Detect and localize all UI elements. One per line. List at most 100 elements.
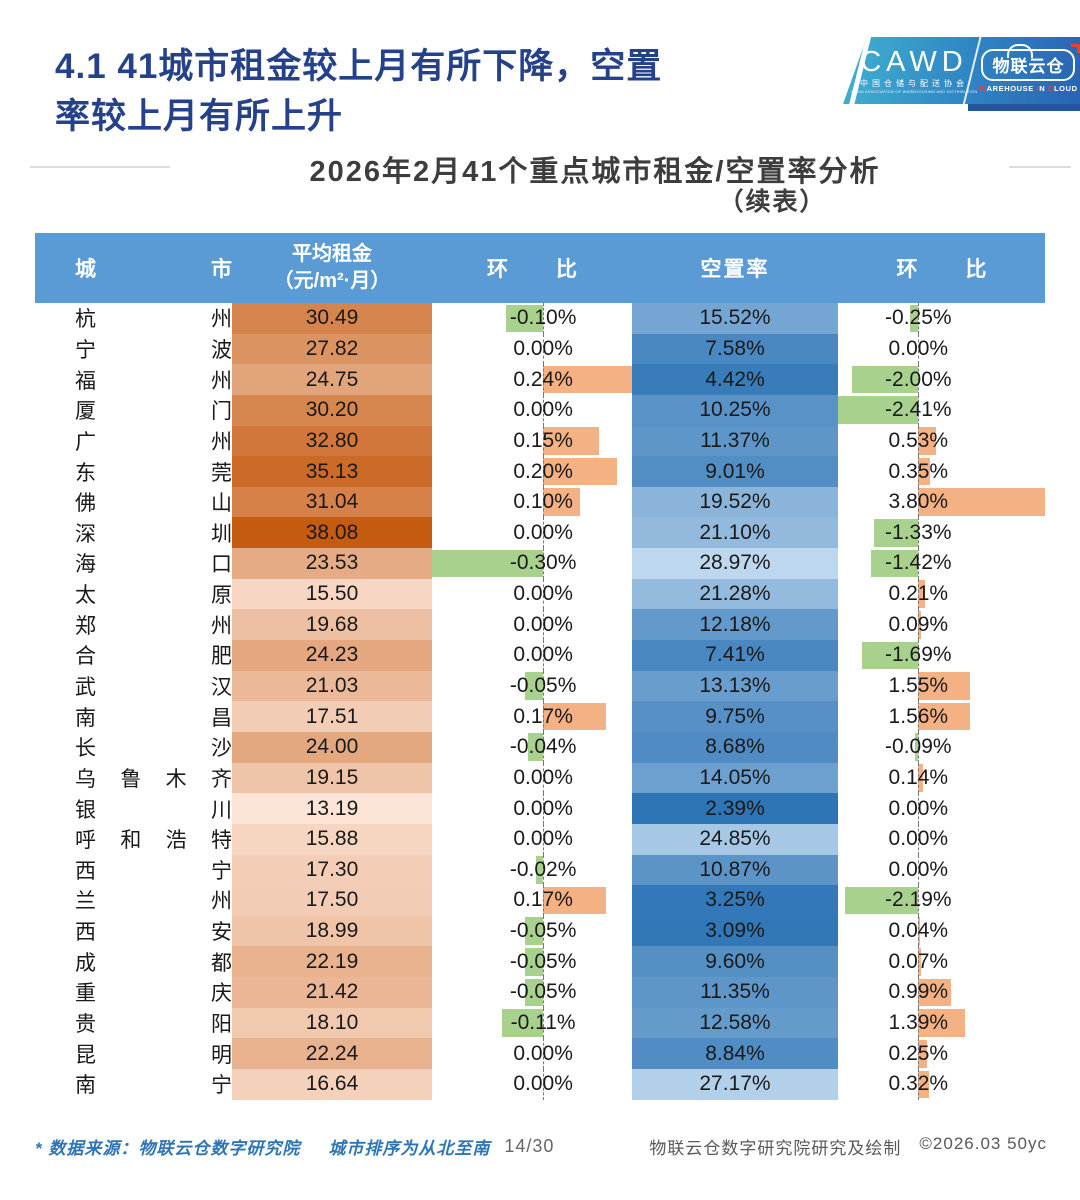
vacancy-cell: 14.05% — [632, 762, 838, 794]
city-cell: 武汉 — [75, 676, 232, 699]
table-row: 西宁 17.30 -0.02% 10.87% 0.00% — [35, 854, 1045, 886]
vacancy-cell: 4.42% — [632, 364, 838, 395]
rent-cell: 17.30 — [232, 854, 432, 886]
vacancy-mom-cell-value: 0.07% — [888, 949, 949, 973]
mom-bar — [918, 1039, 927, 1068]
rent-cell: 32.80 — [232, 425, 432, 457]
rent-mom-cell: -0.11% — [432, 1007, 632, 1039]
table-row: 长沙 24.00 -0.04% 8.68% -0.09% — [35, 731, 1045, 763]
rent-mom-cell-value: -0.05% — [509, 919, 577, 943]
vacancy-mom-cell: -0.09% — [838, 731, 1045, 763]
zero-axis-line — [543, 977, 545, 1008]
page-number: 14/30 — [504, 1136, 555, 1156]
table-row: 佛山 31.04 0.10% 19.52% 3.80% — [35, 486, 1045, 518]
rent-mom-cell: 0.00% — [432, 517, 632, 549]
vacancy-mom-cell-value: -0.09% — [885, 735, 952, 759]
rent-mom-cell: 0.00% — [432, 793, 632, 824]
mom-bar — [845, 886, 919, 915]
rent-cell: 13.19 — [232, 793, 432, 824]
city-cell: 太原 — [75, 584, 232, 608]
rent-mom-cell: 0.00% — [432, 762, 632, 794]
mom-bar — [871, 549, 919, 578]
vacancy-cell: 10.87% — [632, 854, 838, 886]
cloud-logo-english: WAREHOUSE IN CLOUD — [979, 83, 1078, 93]
vacancy-mom-cell-value: 0.14% — [888, 765, 949, 789]
vacancy-mom-cell: 0.99% — [838, 977, 1045, 1008]
page-title-line2: 率较上月有所上升 — [55, 97, 344, 136]
zero-axis-line — [543, 640, 545, 671]
zero-axis-line — [543, 394, 545, 426]
zero-axis-line — [543, 823, 545, 855]
rent-mom-cell-value: 0.00% — [513, 1041, 573, 1065]
mom-bar — [524, 947, 544, 976]
mom-bar — [543, 886, 607, 915]
mom-bar — [543, 702, 607, 731]
vacancy-cell: 9.01% — [632, 456, 838, 487]
rent-mom-cell-value: -0.05% — [509, 674, 577, 697]
city-cell: 广州 — [75, 430, 232, 454]
rent-cell: 15.88 — [232, 823, 432, 855]
rent-mom-cell: 0.10% — [432, 486, 632, 518]
header-average-rent: 平均租金 （元/m²·月） — [273, 243, 391, 292]
vacancy-mom-cell-value: 0.53% — [888, 428, 949, 452]
zero-axis-line — [918, 364, 920, 395]
table-body: 杭州 30.49 -0.10% 15.52% -0.25% 宁波 27.82 0.00% 7.5… — [35, 303, 1045, 1100]
mom-bar — [918, 488, 1045, 516]
mom-bar — [918, 1009, 965, 1037]
rent-mom-cell: -0.05% — [432, 915, 632, 947]
vacancy-mom-cell: 0.00% — [838, 823, 1045, 855]
mom-bar — [918, 427, 936, 455]
table-row: 呼和浩特 15.88 0.00% 24.85% 0.00% — [35, 823, 1045, 855]
vacancy-mom-cell-value: 0.35% — [888, 459, 949, 483]
zero-axis-line — [543, 548, 545, 579]
table-row: 兰州 17.50 0.17% 3.25% -2.19% — [35, 885, 1045, 916]
table-row: 乌鲁木齐 19.15 0.00% 14.05% 0.14% — [35, 762, 1045, 794]
zero-axis-line — [543, 333, 545, 365]
rent-mom-cell-value: -0.10% — [509, 306, 577, 330]
rent-mom-cell: 0.00% — [432, 1069, 632, 1100]
table-title: 2026年2月41个重点城市租金/空置率分析 — [309, 156, 881, 188]
rent-mom-cell-value: 0.15% — [513, 428, 573, 452]
vacancy-mom-cell-value: -2.00% — [885, 367, 952, 391]
city-cell: 东莞 — [75, 461, 232, 485]
mom-bar — [524, 672, 544, 700]
vacancy-cell: 2.39% — [632, 793, 838, 824]
vacancy-cell: 7.41% — [632, 640, 838, 671]
mom-bar — [918, 947, 921, 976]
vacancy-mom-cell: -1.42% — [838, 548, 1045, 579]
vacancy-mom-cell-value: 1.56% — [888, 704, 949, 728]
city-cell: 昆明 — [75, 1043, 232, 1067]
rent-mom-cell: 0.24% — [432, 364, 632, 395]
cawd-english-name: CHINA ASSOCIATION OF WAREHOUSING AND DIS… — [850, 89, 978, 94]
vacancy-mom-cell-value: -1.42% — [885, 551, 952, 575]
vacancy-mom-cell-value: 0.04% — [888, 919, 949, 943]
vacancy-mom-cell-value: -1.33% — [885, 520, 952, 544]
rent-mom-cell: -0.30% — [432, 548, 632, 579]
rent-cell: 17.51 — [232, 701, 432, 732]
rent-mom-cell-value: 0.10% — [513, 490, 573, 514]
vacancy-cell: 28.97% — [632, 548, 838, 579]
vacancy-cell: 12.18% — [632, 609, 838, 641]
mom-bar — [918, 764, 923, 792]
mom-bar — [918, 1070, 929, 1099]
header-rent-mom: 环比 — [487, 258, 577, 281]
rent-cell: 35.13 — [232, 456, 432, 487]
vacancy-cell: 11.37% — [632, 425, 838, 457]
vacancy-mom-cell: -1.69% — [838, 640, 1045, 671]
mom-bar — [915, 733, 919, 762]
zero-axis-line — [918, 1069, 920, 1100]
city-cell: 银川 — [75, 798, 232, 822]
page-title-line1: 4.1 41城市租金较上月有所下降，空置 — [55, 47, 663, 86]
vacancy-cell: 27.17% — [632, 1069, 838, 1100]
mom-bar — [543, 427, 599, 455]
zero-axis-line — [918, 609, 920, 641]
cawd-acronym: CAWD — [860, 46, 968, 78]
rent-cell: 30.49 — [232, 303, 432, 334]
rent-cell: 38.08 — [232, 517, 432, 549]
vacancy-mom-cell-value: 1.55% — [888, 674, 949, 697]
city-rent-vacancy-table: 城市 平均租金 （元/m²·月） 环比 空置率 环比 杭州 30.49 -0.10%… — [35, 233, 1045, 1100]
zero-axis-line — [918, 885, 920, 916]
vacancy-mom-cell-value: 1.39% — [888, 1011, 949, 1035]
mom-bar — [543, 457, 618, 486]
zero-axis-line — [918, 762, 920, 794]
